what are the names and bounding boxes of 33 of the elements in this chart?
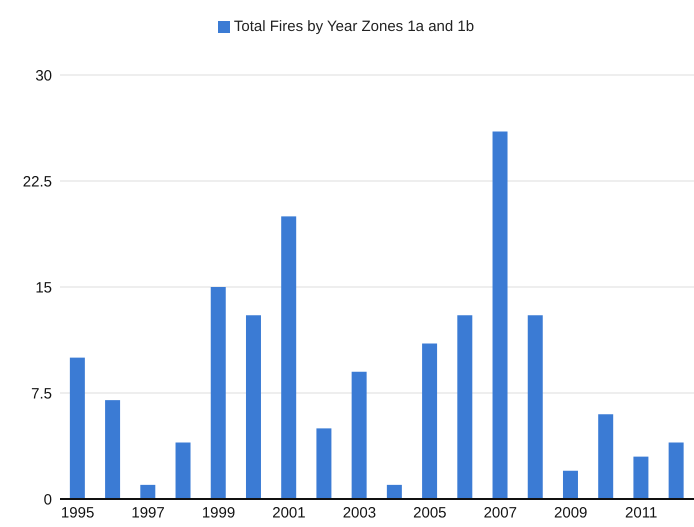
bar (598, 414, 614, 499)
bar (176, 442, 191, 499)
bar (457, 315, 472, 499)
x-tick-label: 2009 (554, 504, 588, 522)
y-tick-label: 15 (35, 279, 52, 296)
bar (668, 442, 684, 499)
bar (105, 400, 120, 499)
bar (281, 216, 296, 499)
x-tick-label: 1995 (60, 504, 94, 522)
bar (528, 315, 543, 499)
x-tick-label: 1997 (131, 504, 165, 522)
x-tick-label: 1999 (202, 504, 236, 522)
x-tick-label: 2001 (272, 504, 306, 522)
x-tick-label: 2007 (484, 504, 517, 522)
bar (70, 358, 85, 499)
x-tick-label: 2003 (342, 504, 376, 522)
bar (633, 456, 648, 499)
y-tick-label: 7.5 (31, 385, 52, 402)
bar (316, 428, 332, 499)
y-tick-label: 0 (44, 491, 52, 508)
x-tick-label: 2011 (625, 504, 658, 522)
bar (422, 344, 438, 499)
bar (140, 484, 156, 499)
bar (352, 372, 367, 499)
x-tick-label: 2005 (413, 504, 447, 522)
bar (562, 470, 578, 499)
y-tick-label: 22.5 (22, 173, 52, 190)
bar (246, 315, 261, 499)
bar (210, 287, 226, 499)
bar (386, 484, 402, 499)
legend-label: Total Fires by Year Zones 1a and 1b (234, 18, 474, 35)
bar (492, 132, 508, 499)
y-tick-label: 30 (35, 67, 52, 84)
